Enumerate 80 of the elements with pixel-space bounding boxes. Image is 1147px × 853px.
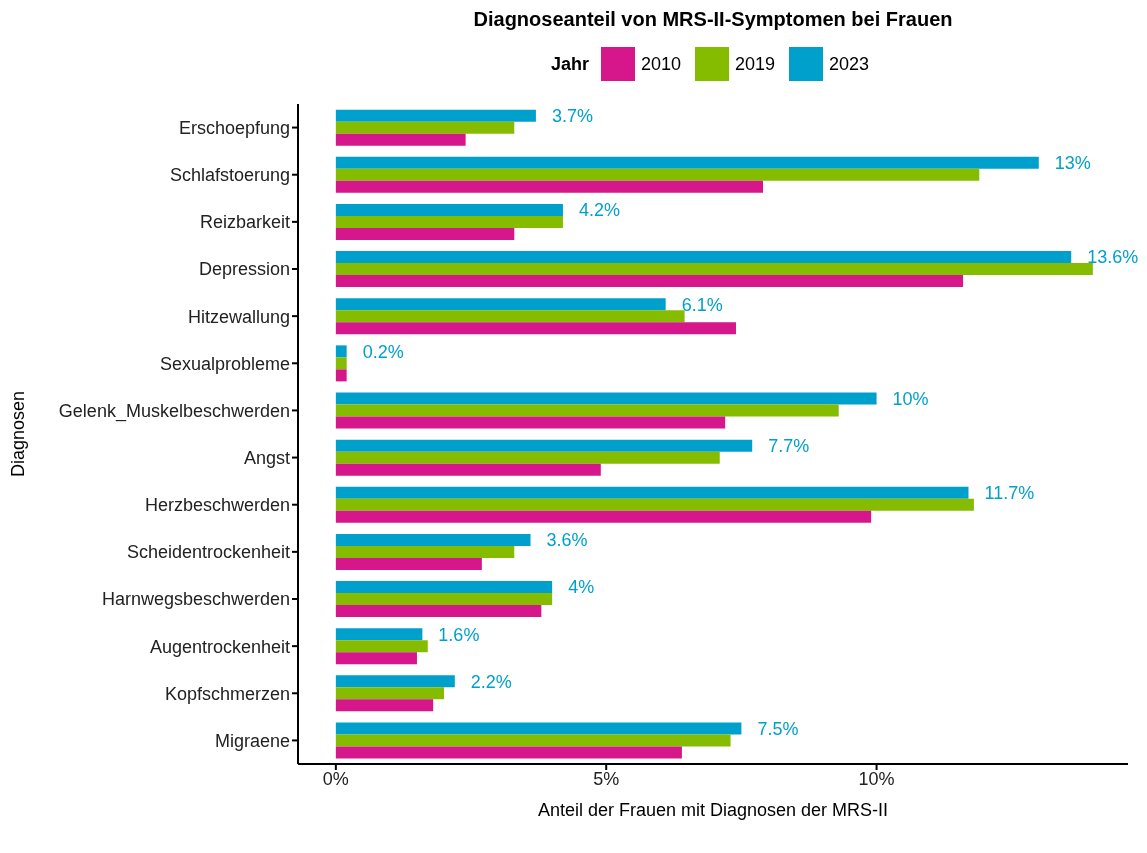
bar [335,156,1039,169]
bar [335,486,969,499]
y-tick-label: Hitzewallung [187,306,290,327]
bar [335,310,685,323]
bar [335,675,455,688]
bar [335,605,542,618]
bar [335,734,731,747]
y-tick-label: Sexualprobleme [159,353,290,374]
data-label: 1.6% [438,624,480,645]
bar [335,640,428,653]
bar [335,392,877,405]
bar [335,180,764,193]
bar [335,533,531,546]
bar [335,227,515,240]
data-label: 7.5% [757,718,799,739]
bar [335,687,444,700]
data-label: 7.7% [768,435,810,456]
bar [335,593,553,606]
bar [335,215,563,228]
y-tick-label: Angst [243,447,290,468]
bar [335,746,682,759]
y-tick-label: Migraene [214,730,290,751]
legend-title: Jahr [550,53,589,75]
data-label: 13% [1054,153,1091,174]
bar [335,498,974,511]
y-axis-title: Diagnosen [8,390,29,478]
y-tick-label: Erschoepfung [178,117,290,138]
data-label: 11.7% [984,483,1035,504]
y-tick-label: Kopfschmerzen [164,683,290,704]
legend-label: 2023 [829,53,870,75]
y-tick-label: Augentrockenheit [149,636,290,657]
bar [335,298,666,311]
bar [335,628,423,641]
y-tick-label: Scheidentrockenheit [126,542,290,563]
bar [335,463,601,476]
bar [335,168,980,181]
bar [335,557,482,570]
bar [335,416,726,429]
y-tick-label: Reizbarkeit [199,212,290,233]
x-axis-title: Anteil der Frauen mit Diagnosen der MRS-II [537,800,889,820]
y-tick-label: Gelenk_Muskelbeschwerden [58,400,290,422]
data-label: 3.6% [546,530,588,551]
data-label: 4% [568,577,595,598]
legend-label: 2019 [734,53,776,75]
y-tick-label: Schlafstoerung [169,165,290,186]
bar [335,345,347,358]
data-label: 3.7% [551,105,593,126]
y-tick-label: Harnwegsbeschwerden [101,589,290,610]
bar [335,357,347,370]
bar [335,404,839,417]
data-label: 2.2% [470,671,512,692]
bar [335,369,347,382]
bar [335,263,1093,276]
x-tick-label: 10% [858,768,895,789]
x-tick-label: 0% [322,768,349,789]
bar [335,581,553,594]
bar [335,545,515,558]
data-label: 0.2% [362,341,404,362]
bar [335,510,872,523]
bar [335,722,742,735]
bar [335,109,536,122]
chart-title: Diagnoseanteil von MRS-II-Symptomen bei Frauen [472,8,954,32]
bar [335,203,563,216]
data-label: 10% [892,388,929,409]
legend-label: 2010 [640,53,681,75]
bar [335,652,417,665]
bar [335,121,515,134]
bar [335,275,964,288]
bar [335,322,736,335]
data-label: 13.6% [1087,247,1139,268]
y-tick-label: Herzbeschwerden [144,495,290,516]
bar [335,451,720,464]
y-tick-label: Depression [198,259,290,280]
bar [335,133,466,146]
data-label: 6.1% [681,294,723,315]
bar [335,699,434,712]
bar [335,439,753,452]
bar [335,251,1072,264]
data-label: 4.2% [578,200,620,221]
x-tick-label: 5% [593,768,620,789]
